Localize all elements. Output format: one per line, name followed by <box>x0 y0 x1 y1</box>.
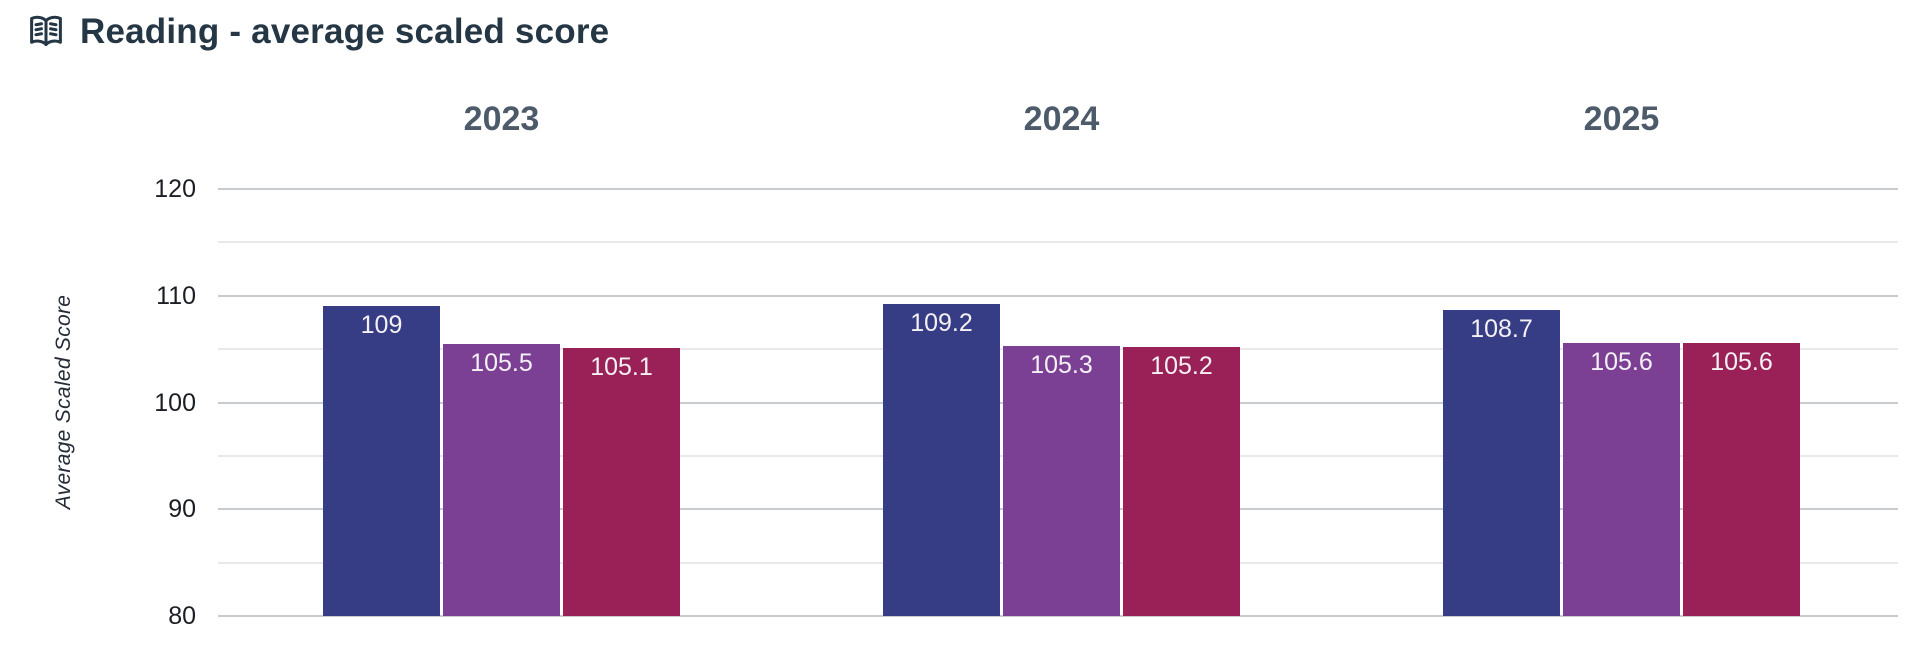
bar-value-label: 105.6 <box>1590 347 1653 376</box>
crimson-series-bar: 105.2 <box>1123 347 1240 616</box>
navy-series-bar: 108.7 <box>1443 309 1560 616</box>
bar-value-label: 105.5 <box>470 348 533 377</box>
crimson-series-bar: 105.1 <box>563 348 680 616</box>
y-tick-label: 80 <box>168 602 196 630</box>
y-tick-label: 120 <box>154 175 196 203</box>
chart-title-row: Reading - average scaled score <box>26 12 609 52</box>
bar-value-label: 108.7 <box>1470 314 1533 343</box>
bar-value-label: 109 <box>360 311 403 340</box>
major-gridline <box>218 615 1898 617</box>
bar-value-label: 109.2 <box>910 309 973 338</box>
minor-gridline <box>218 241 1898 244</box>
bar-value-label: 105.3 <box>1030 350 1093 379</box>
bar-value-label: 105.1 <box>590 353 653 382</box>
plot-area: 109 105.5 105.1 109.2 105.3 105.2 108.7 105.6 10… <box>218 188 1898 617</box>
y-tick-label: 110 <box>156 281 196 310</box>
category-header: 2023 <box>463 100 540 138</box>
bar-value-label: 105.6 <box>1710 347 1773 376</box>
navy-series-bar: 109 <box>323 306 440 616</box>
page-title: Reading - average scaled score <box>80 12 610 51</box>
navy-series-bar: 109.2 <box>883 304 1000 616</box>
purple-series-bar: 105.5 <box>443 343 560 616</box>
purple-series-bar: 105.6 <box>1563 342 1680 616</box>
category-header: 2025 <box>1583 100 1660 138</box>
crimson-series-bar: 105.6 <box>1683 342 1800 616</box>
open-book-icon <box>26 12 66 52</box>
purple-series-bar: 105.3 <box>1003 345 1120 616</box>
major-gridline <box>218 188 1898 190</box>
bar-value-label: 105.2 <box>1150 352 1213 380</box>
category-header: 2024 <box>1023 100 1100 138</box>
y-tick-label: 100 <box>154 388 196 417</box>
major-gridline <box>218 294 1898 297</box>
y-tick-label: 90 <box>168 495 196 524</box>
